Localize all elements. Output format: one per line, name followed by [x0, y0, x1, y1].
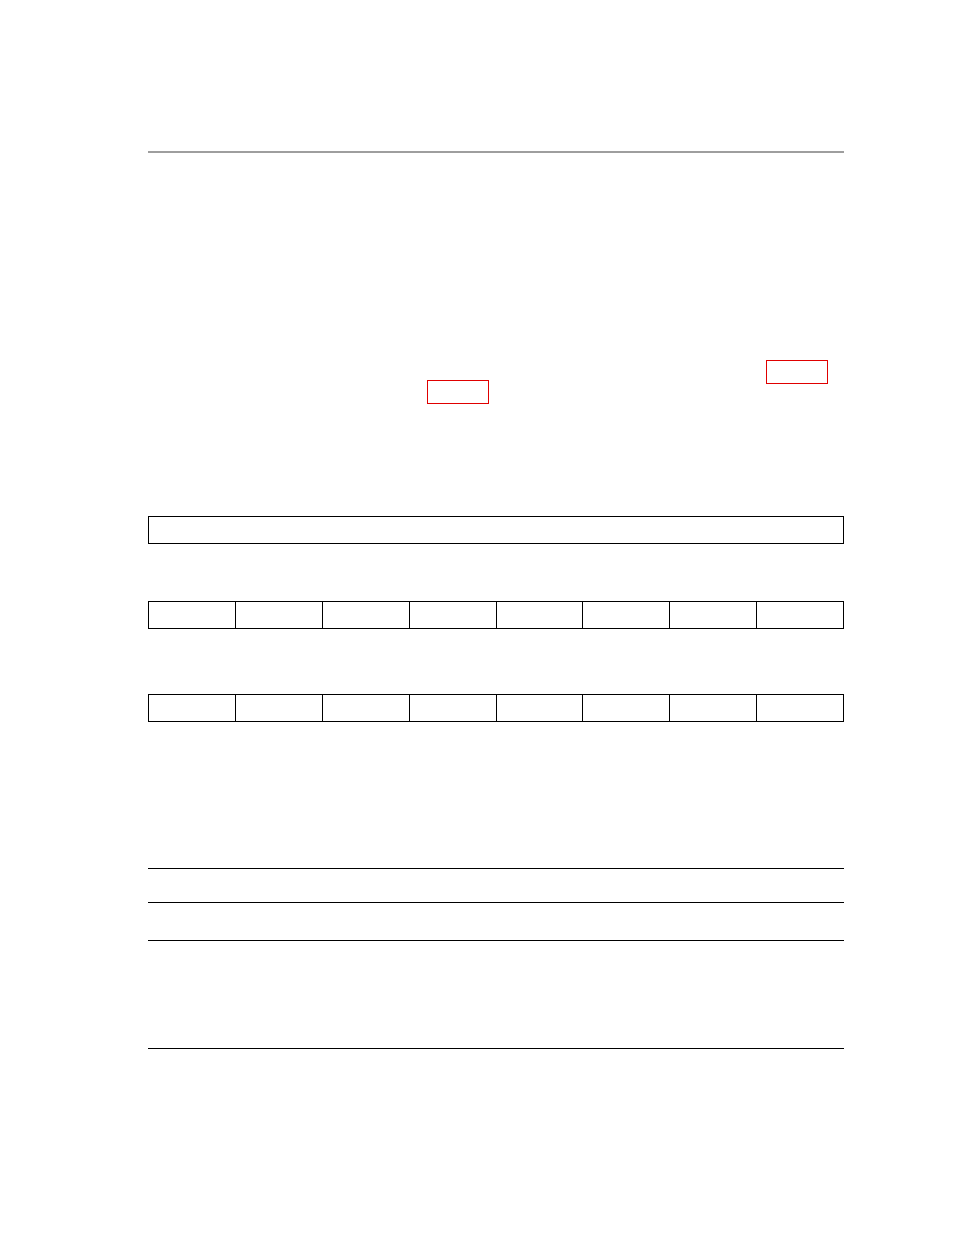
table-cell [322, 602, 409, 628]
table-cell [149, 695, 235, 721]
page [0, 0, 954, 1235]
divider [148, 1048, 844, 1049]
table-cell [409, 695, 496, 721]
table-row [148, 601, 844, 629]
table-cell [756, 602, 843, 628]
table-cell [496, 695, 583, 721]
table-row [148, 516, 844, 544]
table-cell [756, 695, 843, 721]
table-cell [149, 602, 235, 628]
divider [148, 868, 844, 869]
table-row [148, 694, 844, 722]
divider [148, 902, 844, 903]
table-cell [235, 602, 322, 628]
red-highlight-box [427, 380, 489, 404]
divider [148, 940, 844, 941]
table-cell [669, 695, 756, 721]
table-cell [496, 602, 583, 628]
table-cell [409, 602, 496, 628]
table-cell [582, 695, 669, 721]
table-cell [582, 602, 669, 628]
table-cell [669, 602, 756, 628]
red-highlight-box [766, 360, 828, 384]
table-cell [322, 695, 409, 721]
table-cell [235, 695, 322, 721]
top-divider [148, 151, 844, 153]
